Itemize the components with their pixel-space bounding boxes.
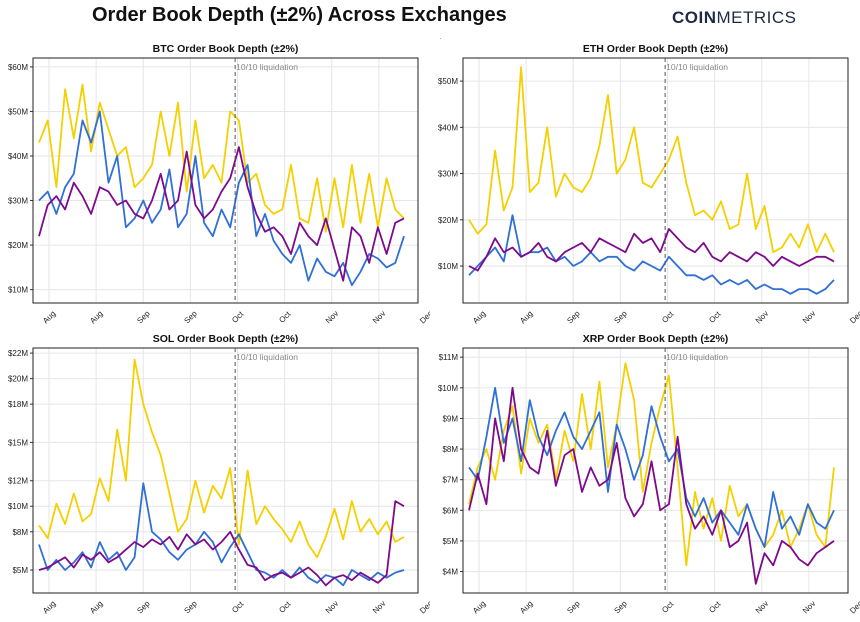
- x-tick-label: Dec: [418, 309, 430, 325]
- x-tick-label: Sep: [565, 599, 582, 616]
- x-tick-label: Sep: [182, 309, 199, 326]
- y-tick-label: $10M: [438, 384, 458, 393]
- x-tick-label: Nov: [324, 309, 340, 325]
- btc-chart-panel: BTC Order Book Depth (±2%) $10M $20M $30M $4…: [8, 43, 430, 326]
- logo-light-text: METRICS: [716, 8, 797, 27]
- y-tick-label: $10M: [8, 286, 28, 295]
- y-tick-label: $60M: [438, 38, 458, 40]
- x-tick-label: Sep: [135, 599, 152, 616]
- x-tick-label: Nov: [754, 599, 770, 615]
- x-tick-label: Nov: [371, 309, 387, 325]
- coinmetrics-logo: COINMETRICS: [672, 8, 797, 28]
- y-tick-label: $11M: [439, 353, 459, 362]
- logo-bold-text: COIN: [672, 8, 717, 27]
- plot-frame: [32, 57, 419, 304]
- x-tick-label: Aug: [471, 599, 487, 615]
- x-tick-label: Sep: [135, 309, 152, 326]
- x-tick-label: Aug: [88, 309, 104, 325]
- x-tick-label: Nov: [754, 309, 770, 325]
- y-tick-label: $8M: [442, 445, 458, 454]
- xrp-chart-panel: XRP Order Book Depth (±2%) $4M $5M $6M $7M $8…: [438, 333, 860, 616]
- yellow-series-line: [468, 362, 835, 567]
- y-tick-label: $50M: [438, 77, 458, 86]
- y-tick-label: $7M: [442, 476, 458, 485]
- x-tick-label: Aug: [41, 309, 57, 325]
- liquidation-annotation: 10/10 liquidation: [236, 62, 298, 72]
- yellow-series-line: [468, 66, 835, 254]
- x-tick-label: Oct: [230, 309, 246, 325]
- btc-chart-title: BTC Order Book Depth (±2%): [153, 43, 299, 55]
- y-tick-label: $15M: [8, 438, 28, 447]
- x-tick-label: Aug: [518, 309, 534, 325]
- liquidation-annotation: 10/10 liquidation: [666, 62, 728, 72]
- x-tick-label: Sep: [565, 309, 582, 326]
- purple-series-line: [38, 146, 405, 282]
- x-tick-label: Aug: [88, 599, 104, 615]
- blue-series-line: [38, 110, 405, 287]
- sol-chart-panel: SOL Order Book Depth (±2%) $5M $8M $10M $12M…: [8, 333, 430, 616]
- purple-series-line: [468, 228, 835, 272]
- liquidation-annotation: 10/10 liquidation: [236, 352, 298, 362]
- plot-frame: [462, 57, 849, 304]
- page-title: Order Book Depth (±2%) Across Exchanges: [92, 4, 507, 26]
- x-tick-label: Sep: [612, 309, 629, 326]
- x-tick-label: Aug: [41, 599, 57, 615]
- y-tick-label: $20M: [8, 241, 28, 250]
- liquidation-annotation: 10/10 liquidation: [666, 352, 728, 362]
- x-tick-label: Dec: [848, 309, 860, 325]
- blue-series-line: [468, 386, 835, 549]
- y-tick-label: $12M: [8, 477, 28, 486]
- y-tick-label: $10M: [8, 502, 28, 511]
- y-tick-label: $40M: [8, 152, 28, 161]
- x-tick-label: Oct: [660, 599, 676, 615]
- yellow-series-line: [38, 83, 405, 233]
- yellow-series-line: [38, 358, 405, 559]
- x-tick-label: Nov: [801, 309, 817, 325]
- purple-series-line: [468, 386, 835, 585]
- y-tick-label: $5M: [12, 566, 28, 575]
- y-tick-label: $8M: [12, 528, 28, 537]
- eth-chart-title: ETH Order Book Depth (±2%): [583, 43, 728, 55]
- y-tick-label: $9M: [442, 414, 458, 423]
- purple-series-line: [38, 500, 405, 587]
- x-tick-label: Oct: [230, 599, 246, 615]
- y-tick-label: $40M: [438, 123, 458, 132]
- y-tick-label: $20M: [8, 375, 28, 384]
- blue-series-line: [38, 482, 405, 587]
- x-tick-label: Sep: [612, 599, 629, 616]
- plot-frame: [32, 347, 419, 594]
- x-tick-label: Aug: [518, 599, 534, 615]
- x-tick-label: Oct: [707, 599, 723, 615]
- x-tick-label: Nov: [324, 599, 340, 615]
- y-tick-label: $6M: [442, 506, 458, 515]
- x-tick-label: Oct: [277, 599, 293, 615]
- y-tick-label: $4M: [442, 568, 458, 577]
- y-tick-label: $60M: [8, 63, 28, 72]
- xrp-chart-title: XRP Order Book Depth (±2%): [583, 333, 729, 345]
- x-tick-label: Dec: [848, 599, 860, 615]
- x-tick-label: Dec: [418, 599, 430, 615]
- x-tick-label: Aug: [471, 309, 487, 325]
- y-tick-label: $30M: [8, 197, 28, 206]
- y-tick-label: $10M: [438, 262, 458, 271]
- y-tick-label: $30M: [438, 170, 458, 179]
- y-tick-label: $18M: [8, 400, 28, 409]
- y-tick-label: $5M: [442, 537, 458, 546]
- sol-chart-title: SOL Order Book Depth (±2%): [153, 333, 299, 345]
- x-tick-label: Oct: [660, 309, 676, 325]
- x-tick-label: Nov: [801, 599, 817, 615]
- y-tick-label: $20M: [438, 216, 458, 225]
- y-tick-label: $22M: [8, 349, 28, 358]
- y-tick-label: $50M: [8, 107, 28, 116]
- x-tick-label: Nov: [371, 599, 387, 615]
- x-tick-label: Sep: [182, 599, 199, 616]
- eth-chart-panel: ETH Order Book Depth (±2%) $10M $20M $30M $4…: [438, 38, 860, 326]
- x-tick-label: Oct: [277, 309, 293, 325]
- plot-frame: [462, 347, 849, 594]
- x-tick-label: Oct: [707, 309, 723, 325]
